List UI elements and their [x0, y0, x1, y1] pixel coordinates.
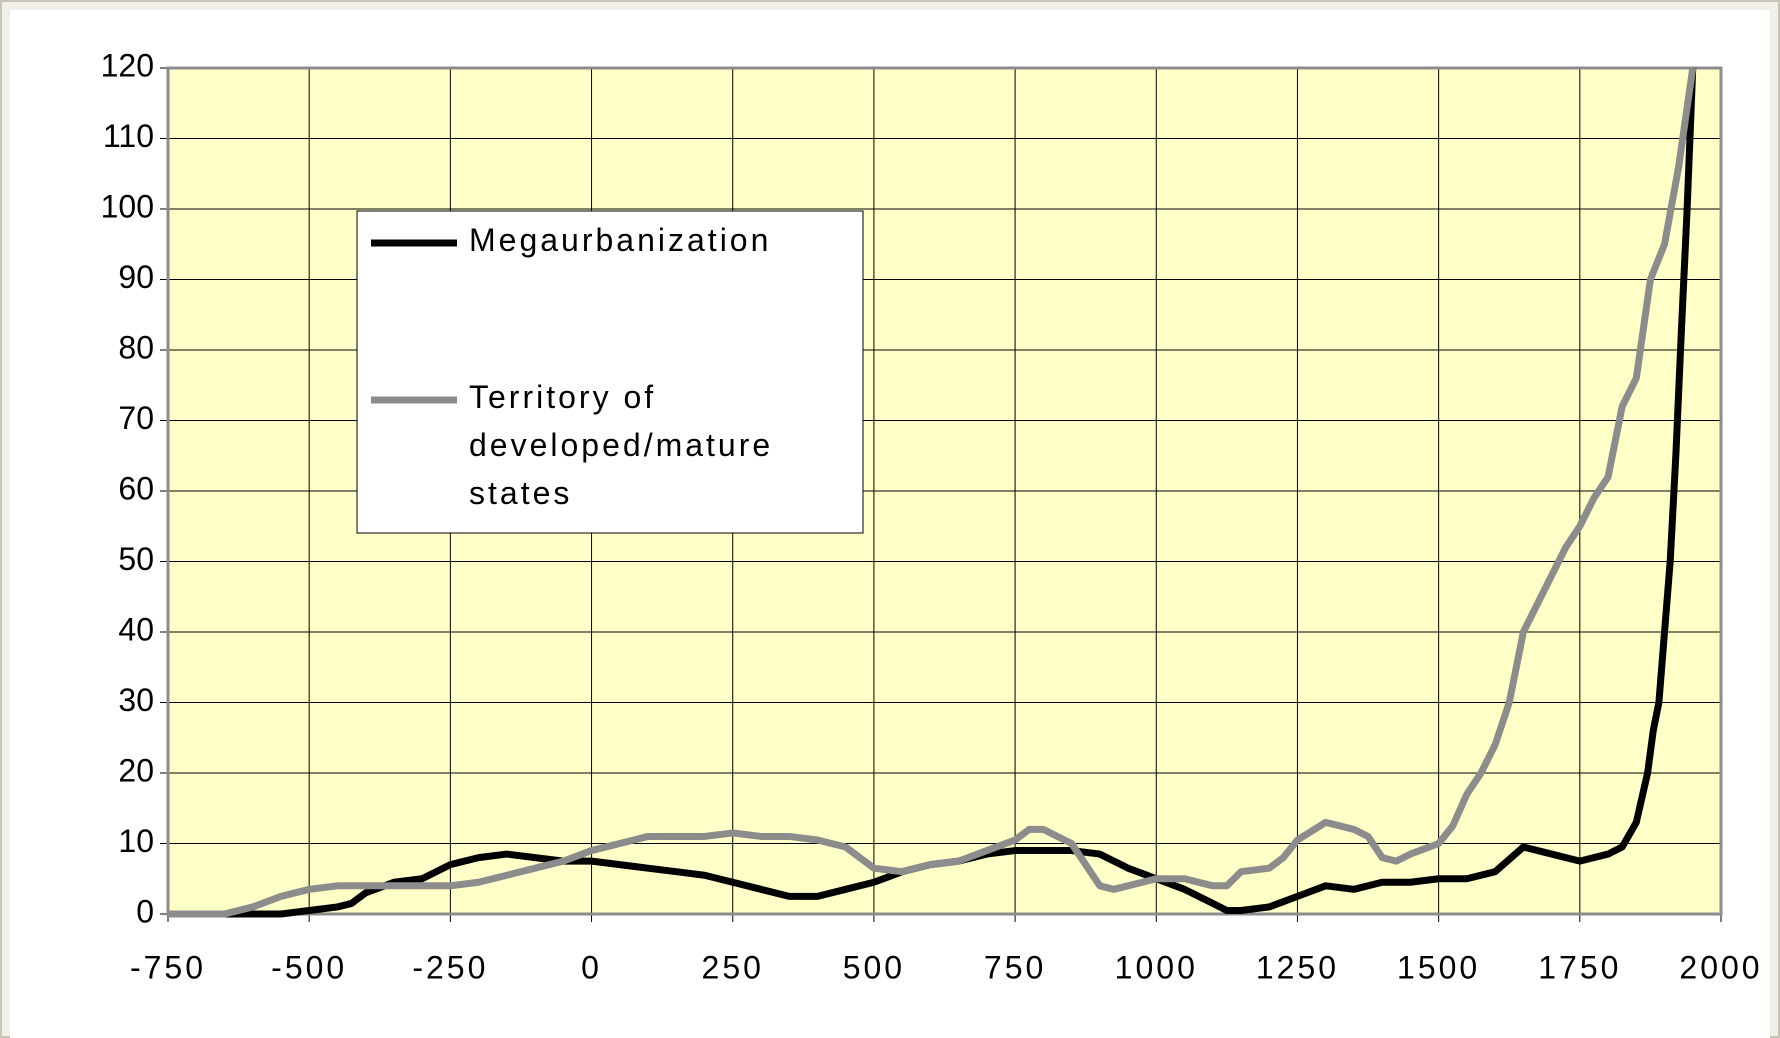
x-tick-label: 1000 [1115, 949, 1198, 985]
legend-label: Megaurbanization [469, 222, 771, 258]
y-tick-label: 60 [118, 470, 154, 506]
x-tick-label: 500 [843, 949, 905, 985]
y-tick-label: 0 [136, 893, 154, 929]
x-tick-label: 1250 [1256, 949, 1339, 985]
y-tick-label: 120 [101, 47, 154, 83]
y-tick-label: 50 [118, 541, 154, 577]
y-tick-label: 100 [101, 188, 154, 224]
series-line [168, 67, 1697, 918]
y-tick-label: 110 [103, 118, 154, 154]
x-tick-label: 1500 [1397, 949, 1480, 985]
y-tick-label: 20 [118, 752, 154, 788]
x-tick-label: -500 [271, 949, 347, 985]
x-tick-label: 1750 [1538, 949, 1621, 985]
y-tick-label: 30 [118, 682, 154, 718]
x-tick-label: -750 [130, 949, 206, 985]
series-line [168, 67, 1697, 918]
x-tick-label: 250 [702, 949, 764, 985]
x-tick-label: -250 [412, 949, 488, 985]
y-tick-label: 10 [118, 823, 154, 859]
legend-label: Territory of developed/mature states [469, 379, 773, 511]
x-tick-label: 2000 [1679, 949, 1762, 985]
x-tick-label: 750 [984, 949, 1046, 985]
plot-border [166, 66, 1723, 916]
y-tick-label: 90 [118, 259, 154, 295]
legend-box [356, 210, 864, 534]
y-tick-label: 80 [118, 329, 154, 365]
y-tick-label: 40 [118, 611, 154, 647]
y-tick-label: 70 [118, 400, 154, 436]
x-tick-label: 0 [581, 949, 602, 985]
